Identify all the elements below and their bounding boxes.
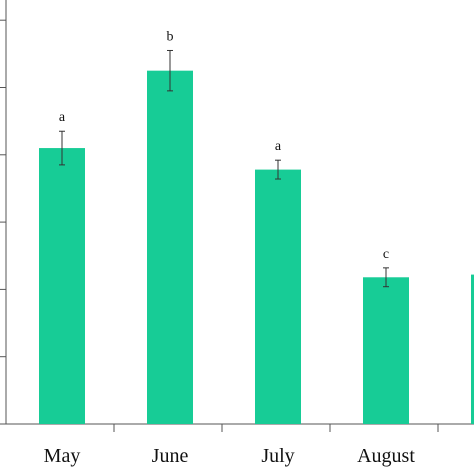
significance-label-june: b: [167, 29, 174, 44]
x-tick-label-august: August: [357, 445, 415, 467]
x-tick-label-july: July: [261, 445, 294, 467]
significance-label-may: a: [59, 110, 66, 125]
significance-label-august: c: [383, 247, 389, 262]
bar-sep: [471, 274, 474, 424]
bar-may: [39, 148, 85, 425]
bar-june: [147, 70, 193, 425]
significance-label-july: a: [275, 139, 282, 154]
x-tick-label-may: May: [44, 445, 81, 467]
bar-july: [255, 169, 301, 424]
x-tick-label-june: June: [152, 445, 189, 467]
bar-august: [363, 277, 409, 424]
